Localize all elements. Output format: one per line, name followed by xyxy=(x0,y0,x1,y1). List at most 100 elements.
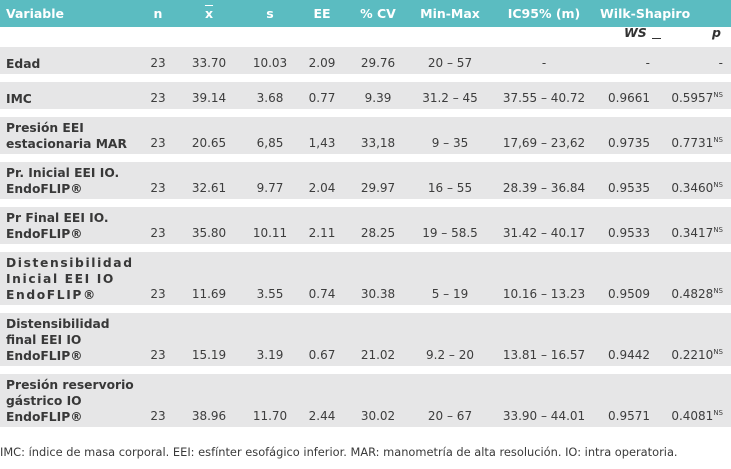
header-cv: % CV xyxy=(346,0,410,27)
p-value: 0.2210 xyxy=(671,348,714,362)
cell-minmax: 9.2 – 20 xyxy=(410,313,490,366)
subheader-p: p xyxy=(664,26,731,39)
cell-ws: 0.9442 xyxy=(598,313,664,366)
cell-p: 0.7731NS xyxy=(664,117,731,154)
cell-sd: 6,85 xyxy=(242,117,298,154)
cell-sd: 10.11 xyxy=(242,207,298,244)
row-gap xyxy=(0,199,731,207)
cell-p: 0.5957NS xyxy=(664,82,731,109)
cell-variable: Presión EEI estacionaria MAR xyxy=(0,117,140,154)
significance-mark: NS xyxy=(713,348,723,356)
cell-cv: 28.25 xyxy=(346,207,410,244)
significance-mark: NS xyxy=(713,287,723,295)
table-footnote: IMC: índice de masa corporal. EEI: esfín… xyxy=(0,445,678,459)
cell-mean: 33.70 xyxy=(176,47,242,74)
cell-ic95: 33.90 – 44.01 xyxy=(490,374,598,427)
cell-p: 0.3460NS xyxy=(664,162,731,199)
cell-p: 0.4081NS xyxy=(664,374,731,427)
cell-mean: 38.96 xyxy=(176,374,242,427)
cell-ee: 2.04 xyxy=(298,162,346,199)
cell-ic95: - xyxy=(490,47,598,74)
significance-mark: NS xyxy=(713,409,723,417)
cell-sd: 10.03 xyxy=(242,47,298,74)
table-row: Presión EEI estacionaria MAR 23 20.65 6,85 1… xyxy=(0,117,731,154)
row-gap xyxy=(0,109,731,117)
cell-minmax: 16 – 55 xyxy=(410,162,490,199)
header-n: n xyxy=(140,0,176,27)
cell-ws: 0.9535 xyxy=(598,162,664,199)
cell-ws: 0.9509 xyxy=(598,252,664,305)
subheader-ws: WS xyxy=(624,25,647,40)
p-value: 0.3460 xyxy=(671,181,714,195)
cell-sd: 9.77 xyxy=(242,162,298,199)
cell-ws: 0.9533 xyxy=(598,207,664,244)
p-value: 0.7731 xyxy=(671,136,714,150)
table-row: Distensibilidad Inicial EEI IO EndoFLIP®… xyxy=(0,252,731,305)
header-minmax: Min-Max xyxy=(410,0,490,27)
cell-mean: 35.80 xyxy=(176,207,242,244)
table-row: Presión reservorio gástrico IO EndoFLIP®… xyxy=(0,374,731,427)
cell-variable: IMC xyxy=(0,82,140,109)
cell-ic95: 28.39 – 36.84 xyxy=(490,162,598,199)
cell-p: - xyxy=(664,47,731,74)
cell-cv: 30.38 xyxy=(346,252,410,305)
subheader-ws-cell: WS xyxy=(598,25,664,40)
table-body: WS p Edad 23 33.70 10.03 2.09 29.76 20 – 57- - -… xyxy=(0,25,731,427)
cell-ws: 0.9571 xyxy=(598,374,664,427)
cell-n: 23 xyxy=(140,374,176,427)
table-row: Distensibilidad final EEI IO EndoFLIP® 23… xyxy=(0,313,731,366)
cell-variable: Presión reservorio gástrico IO EndoFLIP® xyxy=(0,374,140,427)
table-row: Pr. Inicial EEI IO. EndoFLIP® 23 32.61 9.77… xyxy=(0,162,731,199)
header-wilk-shapiro: Wilk-Shapiro xyxy=(598,0,731,27)
table-row: Pr Final EEI IO. EndoFLIP® 23 35.80 10.11 2.… xyxy=(0,207,731,244)
cell-ee: 2.11 xyxy=(298,207,346,244)
subheader-row: WS p xyxy=(0,25,731,40)
cell-variable: Distensibilidad Inicial EEI IO EndoFLIP® xyxy=(0,252,140,305)
significance-mark: NS xyxy=(713,226,723,234)
p-value: 0.5957 xyxy=(671,91,714,105)
cell-sd: 11.70 xyxy=(242,374,298,427)
cell-mean: 32.61 xyxy=(176,162,242,199)
cell-p: 0.3417NS xyxy=(664,207,731,244)
cell-n: 23 xyxy=(140,252,176,305)
cell-p: 0.4828NS xyxy=(664,252,731,305)
cell-mean: 11.69 xyxy=(176,252,242,305)
cell-ee: 0.74 xyxy=(298,252,346,305)
cell-ic95: 10.16 – 13.23 xyxy=(490,252,598,305)
cell-sd: 3.19 xyxy=(242,313,298,366)
cell-variable: Pr. Inicial EEI IO. EndoFLIP® xyxy=(0,162,140,199)
cell-ws: - xyxy=(598,47,664,74)
header-ee: EE xyxy=(298,0,346,27)
cell-minmax: 5 – 19 xyxy=(410,252,490,305)
cell-ws: 0.9661 xyxy=(598,82,664,109)
cell-cv: 33,18 xyxy=(346,117,410,154)
cell-minmax: 31.2 – 45 xyxy=(410,82,490,109)
cell-ic95: 13.81 – 16.57 xyxy=(490,313,598,366)
statistics-table: Variable n x s EE % CV Min-Max IC95% (m)… xyxy=(0,0,731,427)
cell-ws: 0.9735 xyxy=(598,117,664,154)
cell-n: 23 xyxy=(140,162,176,199)
header-sd: s xyxy=(242,0,298,27)
row-gap xyxy=(0,305,731,313)
p-value: 0.4828 xyxy=(671,287,714,301)
cell-minmax: 9 – 35 xyxy=(410,117,490,154)
cell-sd: 3.55 xyxy=(242,252,298,305)
row-gap xyxy=(0,366,731,374)
table-row: Edad 23 33.70 10.03 2.09 29.76 20 – 57- - - xyxy=(0,47,731,74)
cell-ic95: 17,69 – 23,62 xyxy=(490,117,598,154)
cell-cv: 21.02 xyxy=(346,313,410,366)
row-gap xyxy=(0,74,731,82)
cell-minmax: 20 – 67 xyxy=(410,374,490,427)
significance-mark: NS xyxy=(713,181,723,189)
cell-cv: 29.97 xyxy=(346,162,410,199)
cell-variable: Edad xyxy=(0,47,140,74)
cell-ee: 1,43 xyxy=(298,117,346,154)
cell-n: 23 xyxy=(140,47,176,74)
cell-mean: 20.65 xyxy=(176,117,242,154)
table-row: IMC 23 39.14 3.68 0.77 9.39 31.2 – 45 37.55 – 4… xyxy=(0,82,731,109)
cell-minmax: 20 – 57 xyxy=(410,47,490,74)
cell-n: 23 xyxy=(140,207,176,244)
cell-n: 23 xyxy=(140,313,176,366)
cell-ic95: 37.55 – 40.72 xyxy=(490,82,598,109)
p-value: 0.3417 xyxy=(671,226,714,240)
